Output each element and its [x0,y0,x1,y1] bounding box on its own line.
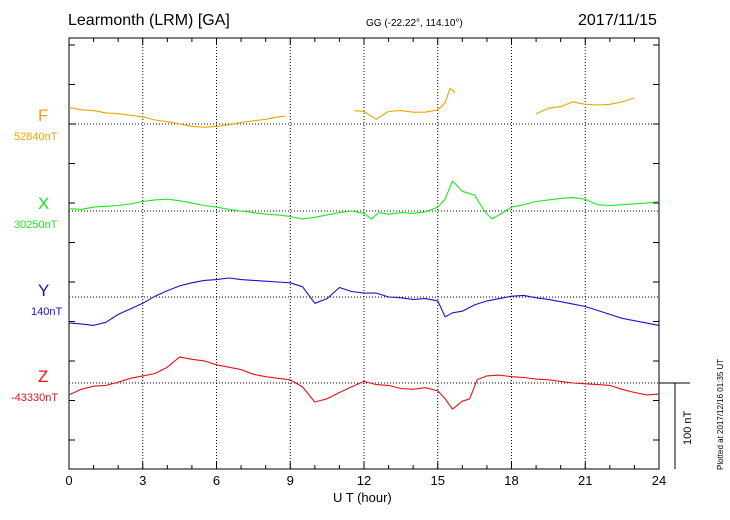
series-baseline-z: -43330nT [11,392,59,404]
x-tick-label: 18 [504,473,519,488]
series-line-y [68,277,660,326]
series-baseline-y: 140nT [31,306,63,318]
x-tick-label: 12 [356,473,372,488]
x-tick-label: 21 [578,473,593,488]
plotted-timestamp: Plotted at 2017/12/16 01:35 UT [716,358,725,470]
x-tick-label: 9 [286,473,294,488]
series-label-x: X [38,194,50,213]
scale-bar-label: 100 nT [682,410,694,445]
scale-bar: 100 nT [659,382,694,469]
series-label-y: Y [38,281,50,300]
grid [69,38,659,469]
x-tick-label: 3 [139,473,147,488]
x-tick-label: 24 [651,473,667,488]
series-line-f [354,87,456,120]
series-line-f [535,97,635,115]
x-tick-label: 15 [430,473,446,488]
series-line-z [68,356,660,410]
x-tick-label: 0 [65,473,73,488]
x-tick-label: 6 [212,473,221,488]
series-baseline-f: 52840nT [14,131,58,143]
axis-ticks [68,38,660,469]
station-title: Learmonth (LRM) [GA] [68,12,230,29]
station-coordinates: GG (-22.22°, 114.10°) [366,18,463,29]
series-label-z: Z [38,367,49,386]
series-lines [68,87,660,410]
series-line-f [68,106,286,128]
plot-date: 2017/11/15 [578,12,657,29]
series-label-f: F [38,106,49,125]
series-line-x [68,180,660,220]
series-baseline-x: 30250nT [14,219,58,231]
x-axis-label: U T (hour) [333,490,392,505]
